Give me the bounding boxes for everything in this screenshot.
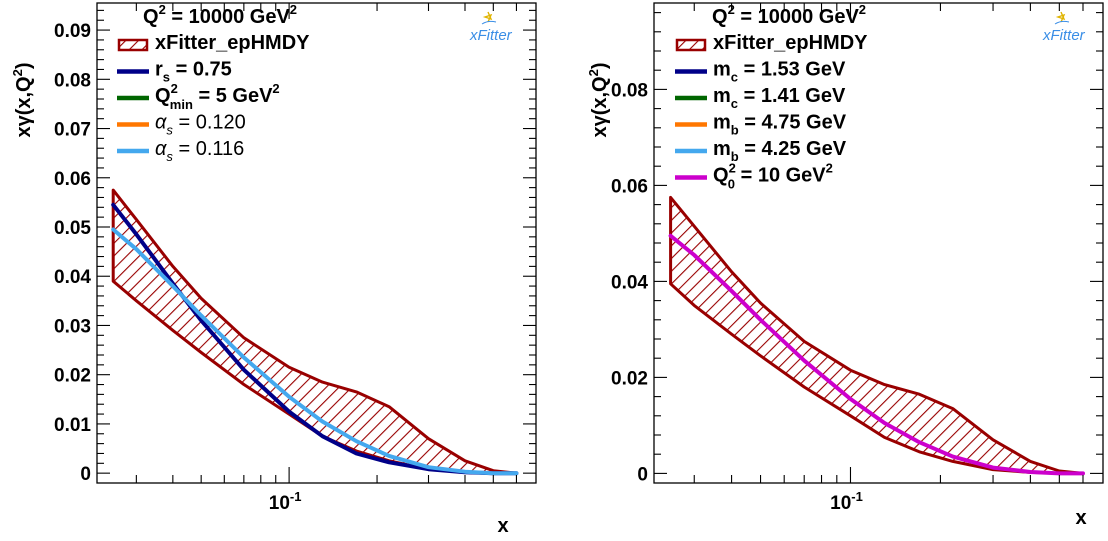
y-tick-label: 0.08	[611, 80, 648, 101]
x-tick-label: 10-1	[830, 489, 863, 514]
legend-entry-3: αs = 0.120	[117, 112, 246, 138]
legend-entry-1: rs = 0.75	[117, 59, 232, 85]
legend-label: mc = 1.53 GeV	[713, 59, 846, 85]
legend-label: xFitter_epHMDY	[155, 32, 310, 54]
series-line-4	[668, 233, 1085, 476]
y-tick-label: 0.07	[54, 120, 91, 141]
legend-entry-1: mc = 1.53 GeV	[675, 59, 846, 85]
x-axis-title: x	[1075, 507, 1086, 529]
y-tick-label: 0.05	[54, 218, 91, 239]
legend-entry-0: xFitter_epHMDY	[675, 32, 868, 54]
y-tick-label: 0.04	[54, 267, 91, 288]
y-tick-label: 0.02	[611, 368, 648, 389]
y-tick-label: 0.06	[54, 169, 91, 190]
uncertainty-band	[669, 195, 1085, 475]
left-chart-panel: 0 0.01 0.02 0.03 0.04 0.05 0.06 0.07 0.08 0.09 10-…	[10, 2, 537, 537]
y-axis-title: xγ(x,Q2)	[586, 62, 611, 137]
legend-label: mc = 1.41 GeV	[713, 85, 846, 111]
legend-band-swatch	[675, 38, 707, 52]
y-tick-label: 0.08	[54, 70, 91, 91]
legend-entry-4: αs = 0.116	[117, 138, 244, 164]
plot-frame	[96, 2, 537, 484]
legend-label: mb = 4.25 GeV	[713, 138, 847, 164]
legend-title: Q2 = 10000 GeV2	[712, 2, 866, 28]
x-tick-label: 10-1	[269, 489, 302, 514]
x-axis-title: x	[497, 515, 508, 537]
legend-label: rs = 0.75	[155, 59, 232, 85]
right-chart-panel: 0 0.02 0.04 0.06 0.08 10-1 x xγ(x,Q2) Q2 = 10000…	[586, 2, 1104, 529]
series-line-3	[111, 227, 519, 476]
legend-entry-2: Q2 min = 5 GeV2	[117, 81, 280, 112]
band-group	[111, 188, 519, 476]
xfitter-logo: xFitter	[469, 11, 513, 44]
legend-entry-2: mc = 1.41 GeV	[675, 85, 846, 111]
legend-label: Q2 0 = 10 GeV2	[713, 161, 833, 192]
y-tick-label: 0	[80, 464, 91, 485]
y-tick-label: 0.03	[54, 316, 91, 337]
legend-label: Q2 min = 5 GeV2	[155, 81, 280, 112]
xfitter-logo: xFitter	[1042, 11, 1086, 44]
logo-text: xFitter	[469, 27, 513, 44]
series-line-0	[111, 202, 519, 476]
y-tick-label: 0.01	[54, 415, 91, 436]
legend-band-swatch	[117, 38, 149, 52]
y-axis-title: xγ(x,Q2)	[10, 62, 35, 137]
logo-swoosh-icon	[481, 20, 497, 25]
legend-label: αs = 0.120	[155, 112, 246, 138]
legend-label: mb = 4.75 GeV	[713, 112, 847, 138]
logo-swoosh-icon	[1054, 20, 1070, 25]
y-tick-label: 0.09	[54, 21, 91, 42]
legend-title: Q2 = 10000 GeV2	[143, 2, 297, 28]
y-tick-label: 0.06	[611, 176, 648, 197]
legend-label: xFitter_epHMDY	[713, 32, 868, 54]
legend-entry-3: mb = 4.75 GeV	[675, 112, 847, 138]
band-group	[668, 195, 1085, 476]
legend-entry-4: mb = 4.25 GeV	[675, 138, 847, 164]
y-tick-label: 0.04	[611, 272, 648, 293]
logo-star-icon	[1055, 11, 1066, 23]
y-tick-label: 0	[637, 464, 648, 485]
logo-text: xFitter	[1042, 27, 1086, 44]
logo-star-icon	[482, 11, 493, 23]
legend-label: αs = 0.116	[155, 138, 244, 164]
legend-entry-0: xFitter_epHMDY	[117, 32, 310, 54]
legend-entry-5: Q2 0 = 10 GeV2	[675, 161, 833, 192]
y-tick-label: 0.02	[54, 366, 91, 387]
